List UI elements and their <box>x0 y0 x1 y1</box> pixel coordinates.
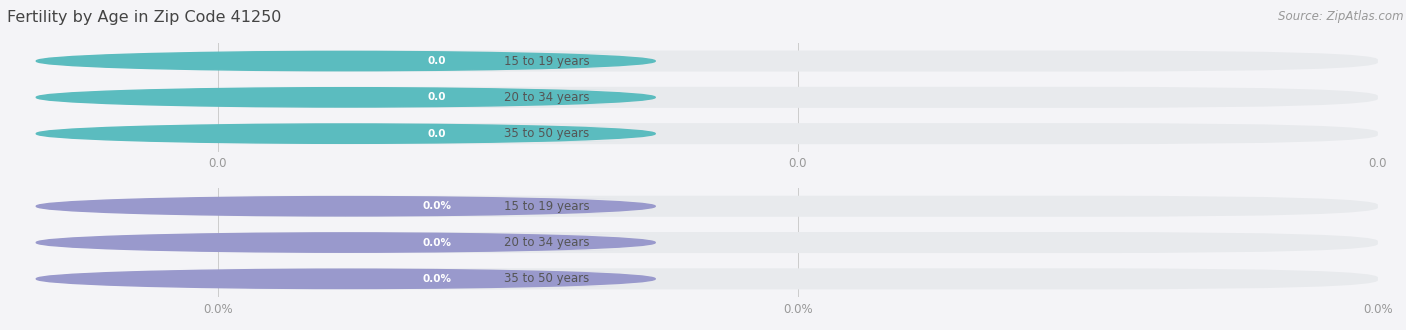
Text: 20 to 34 years: 20 to 34 years <box>503 236 589 249</box>
Circle shape <box>37 88 655 107</box>
Text: 20 to 34 years: 20 to 34 years <box>503 91 589 104</box>
FancyBboxPatch shape <box>218 268 1378 289</box>
FancyBboxPatch shape <box>218 123 1378 144</box>
FancyBboxPatch shape <box>218 87 1378 108</box>
FancyBboxPatch shape <box>256 90 619 105</box>
FancyBboxPatch shape <box>218 196 1378 217</box>
Circle shape <box>37 197 655 216</box>
FancyBboxPatch shape <box>177 50 508 72</box>
FancyBboxPatch shape <box>177 232 508 253</box>
Circle shape <box>37 269 655 288</box>
FancyBboxPatch shape <box>256 271 619 286</box>
FancyBboxPatch shape <box>218 232 1378 253</box>
Text: 0.0: 0.0 <box>427 92 447 102</box>
FancyBboxPatch shape <box>218 50 1378 72</box>
FancyBboxPatch shape <box>177 87 508 108</box>
Text: 15 to 19 years: 15 to 19 years <box>503 54 589 68</box>
Text: 15 to 19 years: 15 to 19 years <box>503 200 589 213</box>
FancyBboxPatch shape <box>177 123 508 144</box>
Circle shape <box>37 233 655 252</box>
Text: 0.0%: 0.0% <box>423 201 451 211</box>
Text: 0.0: 0.0 <box>427 129 447 139</box>
Text: Fertility by Age in Zip Code 41250: Fertility by Age in Zip Code 41250 <box>7 10 281 25</box>
Text: Source: ZipAtlas.com: Source: ZipAtlas.com <box>1278 10 1403 23</box>
Text: 0.0%: 0.0% <box>423 238 451 248</box>
Text: 0.0: 0.0 <box>427 56 447 66</box>
FancyBboxPatch shape <box>177 196 508 217</box>
FancyBboxPatch shape <box>256 53 619 69</box>
Text: 35 to 50 years: 35 to 50 years <box>503 127 589 140</box>
FancyBboxPatch shape <box>256 235 619 250</box>
Circle shape <box>37 124 655 143</box>
FancyBboxPatch shape <box>177 268 508 289</box>
Text: 0.0%: 0.0% <box>423 274 451 284</box>
Text: 35 to 50 years: 35 to 50 years <box>503 272 589 285</box>
FancyBboxPatch shape <box>256 126 619 141</box>
FancyBboxPatch shape <box>256 199 619 214</box>
Circle shape <box>37 51 655 71</box>
